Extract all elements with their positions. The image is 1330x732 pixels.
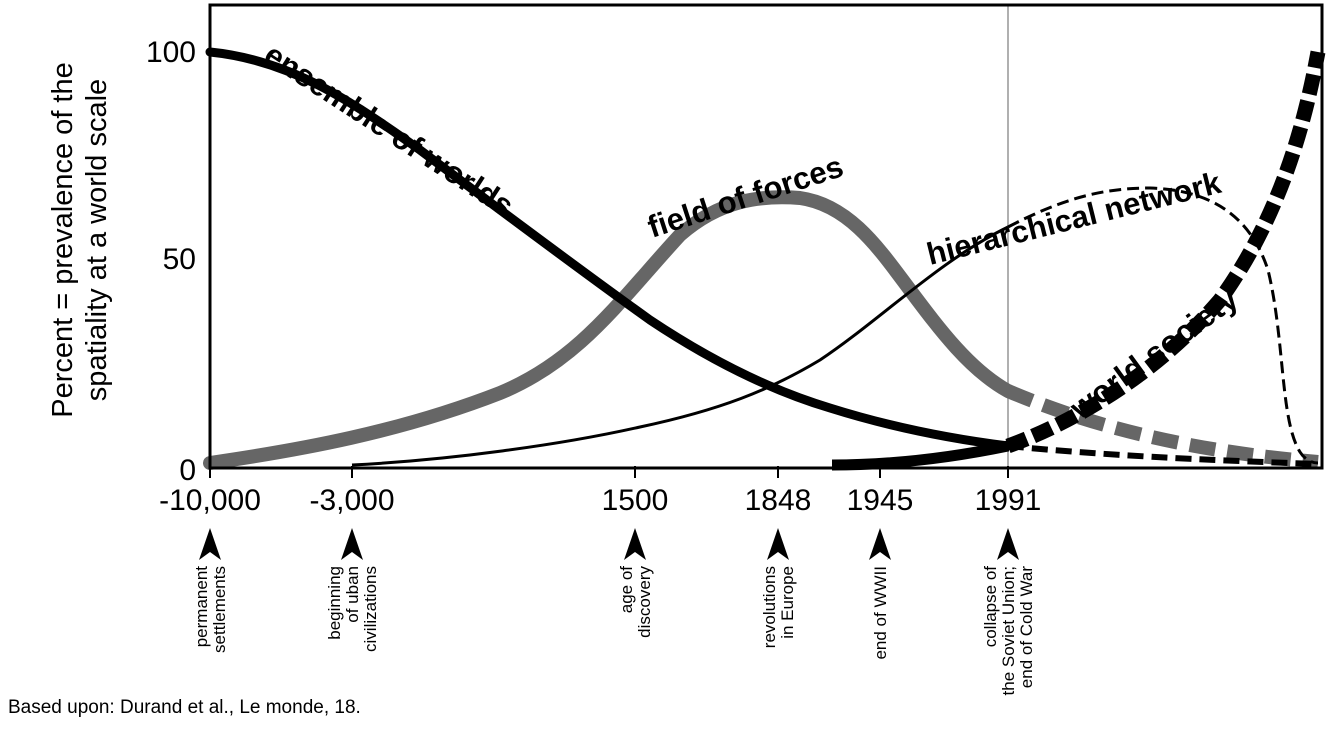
event-label-3-line-0: revolutions <box>760 566 779 648</box>
y-axis-label-line-1: Percent = prevalence of the <box>47 62 79 417</box>
x-tick-label-1: -3,000 <box>309 484 394 517</box>
series-ensemble-of-worlds-dashed <box>1007 443 1319 467</box>
event-label-5-line-1: the Soviet Union; <box>999 566 1018 695</box>
event-label-1-line-2: civilizations <box>361 566 380 652</box>
x-tick-label-4: 1945 <box>847 484 914 517</box>
series-hierarchical-network-solid <box>351 225 1009 467</box>
plot-frame <box>208 3 1324 470</box>
event-label-1-line-0: beginning <box>325 566 344 640</box>
event-label-2-line-1: discovery <box>635 566 654 638</box>
event-label-1-line-1: of uban <box>343 566 362 623</box>
curve-label-world-society: world society <box>1063 280 1245 426</box>
event-arrow-2 <box>624 528 646 560</box>
event-label-5-line-2: end of Cold War <box>1017 566 1036 689</box>
event-label-2-line-0: age of <box>617 566 636 614</box>
event-label-3-line-1: in Europe <box>778 566 797 639</box>
event-arrow-4 <box>869 528 891 560</box>
event-label-4-line-0: end of WWII <box>871 566 890 660</box>
series-hierarchical-network-dashed <box>1007 186 1319 465</box>
x-ticks: -10,000 -3,000 1500 1848 1945 1991 <box>159 466 1041 517</box>
source-note: Based upon: Durand et al., Le monde, 18. <box>8 697 361 718</box>
event-arrow-3 <box>767 528 789 560</box>
events: permanent settlements beginning of uban civi… <box>192 528 1036 695</box>
event-label-0-line-1: settlements <box>210 566 229 653</box>
x-tick-label-5: 1991 <box>975 484 1042 517</box>
event-label-5-line-0: collapse of <box>981 566 1000 648</box>
y-tick-label-0: 0 <box>179 454 196 487</box>
y-axis-label-line-2: spatiality at a world scale <box>81 79 113 401</box>
event-label-0-line-0: permanent <box>192 566 211 648</box>
event-arrow-0 <box>199 528 221 560</box>
y-tick-label-50: 50 <box>163 243 196 276</box>
event-arrow-5 <box>997 528 1019 560</box>
series-ensemble-of-worlds-solid <box>205 47 1013 451</box>
series-world-society-dashed <box>1005 50 1326 454</box>
x-tick-label-0: -10,000 <box>159 484 261 517</box>
event-arrow-1 <box>341 528 363 560</box>
curve-label-hierarchical-network: hierarchical network <box>923 165 1225 272</box>
series-field-of-forces-dashed <box>1005 384 1319 469</box>
y-tick-label-100: 100 <box>146 36 196 69</box>
series-world-society-solid <box>831 440 1010 471</box>
x-tick-label-3: 1848 <box>745 484 812 517</box>
x-tick-label-2: 1500 <box>602 484 669 517</box>
curve-label-ensemble-of-worlds: ensemble of worlds <box>258 37 520 224</box>
series-layer <box>203 47 1326 471</box>
